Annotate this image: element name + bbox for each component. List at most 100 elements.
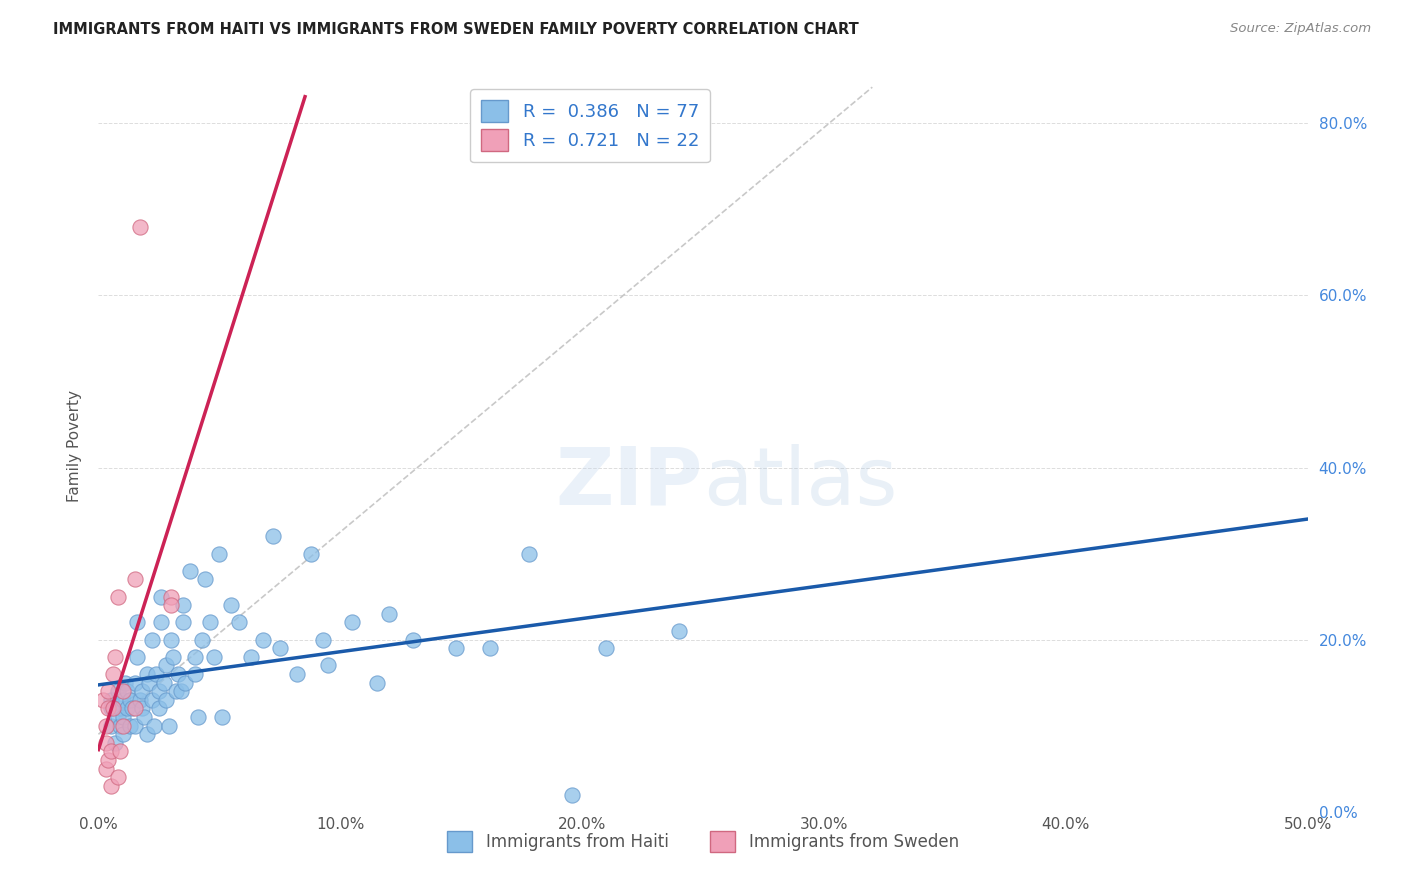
Point (172, 598, 194, 612)
Point (561, 788, 583, 802)
Point (157, 719, 180, 733)
Text: IMMIGRANTS FROM HAITI VS IMMIGRANTS FROM SWEDEN FAMILY POVERTY CORRELATION CHART: IMMIGRANTS FROM HAITI VS IMMIGRANTS FROM… (53, 22, 859, 37)
Point (160, 632, 183, 647)
Point (184, 667, 207, 681)
Point (167, 667, 190, 681)
Point (111, 727, 134, 741)
Point (124, 675, 146, 690)
Point (228, 615, 250, 630)
Point (191, 632, 214, 647)
Point (97, 701, 120, 715)
Point (187, 710, 209, 724)
Point (312, 632, 335, 647)
Point (152, 675, 174, 690)
Point (121, 701, 143, 715)
Text: Source: ZipAtlas.com: Source: ZipAtlas.com (1230, 22, 1371, 36)
Point (342, 615, 364, 630)
Point (97, 753, 120, 767)
Point (145, 667, 167, 681)
Point (100, 779, 122, 793)
Point (316, 658, 339, 673)
Point (101, 667, 124, 681)
Point (479, 641, 502, 656)
Point (150, 615, 173, 630)
Point (134, 710, 156, 724)
Point (402, 632, 425, 647)
Point (269, 641, 291, 656)
Point (94, 762, 117, 776)
Point (169, 684, 191, 698)
Point (107, 684, 129, 698)
Point (141, 693, 163, 707)
Point (111, 710, 134, 724)
Point (668, 624, 690, 638)
Point (239, 649, 262, 664)
Point (208, 547, 231, 561)
Point (131, 684, 153, 698)
Point (174, 675, 197, 690)
Point (107, 710, 129, 724)
Point (165, 684, 187, 698)
Point (160, 590, 183, 604)
Point (194, 573, 217, 587)
Point (107, 590, 129, 604)
Text: ZIP: ZIP (555, 443, 703, 522)
Point (94, 719, 117, 733)
Point (252, 632, 274, 647)
Point (595, 641, 617, 656)
Point (114, 675, 136, 690)
Point (118, 693, 141, 707)
Point (100, 744, 122, 758)
Point (104, 649, 127, 664)
Point (446, 641, 468, 656)
Point (117, 701, 139, 715)
Point (91, 693, 114, 707)
Point (124, 719, 146, 733)
Y-axis label: Family Poverty: Family Poverty (67, 390, 83, 502)
Point (100, 701, 122, 715)
Point (160, 598, 183, 612)
Point (111, 719, 134, 733)
Point (517, 547, 540, 561)
Text: atlas: atlas (703, 443, 897, 522)
Point (117, 684, 139, 698)
Point (155, 658, 177, 673)
Point (104, 736, 127, 750)
Point (162, 649, 184, 664)
Point (211, 710, 233, 724)
Legend: Immigrants from Haiti, Immigrants from Sweden: Immigrants from Haiti, Immigrants from S… (440, 824, 966, 858)
Point (135, 727, 157, 741)
Point (100, 719, 122, 733)
Point (148, 701, 170, 715)
Point (135, 667, 157, 681)
Point (285, 667, 308, 681)
Point (131, 701, 153, 715)
Point (204, 649, 226, 664)
Point (124, 573, 146, 587)
Point (155, 693, 177, 707)
Point (262, 529, 284, 543)
Point (127, 615, 149, 630)
Point (221, 598, 243, 612)
Point (101, 701, 124, 715)
Point (143, 719, 166, 733)
Point (118, 719, 141, 733)
Point (128, 219, 150, 234)
Point (172, 615, 194, 630)
Point (100, 693, 122, 707)
Point (108, 719, 131, 733)
Point (141, 632, 163, 647)
Point (124, 701, 146, 715)
Point (148, 684, 170, 698)
Point (138, 675, 160, 690)
Point (377, 607, 399, 621)
Point (299, 547, 322, 561)
Point (107, 770, 129, 784)
Point (198, 615, 221, 630)
Point (184, 649, 207, 664)
Point (111, 693, 134, 707)
Point (366, 675, 388, 690)
Point (128, 693, 150, 707)
Point (108, 744, 131, 758)
Point (97, 684, 120, 698)
